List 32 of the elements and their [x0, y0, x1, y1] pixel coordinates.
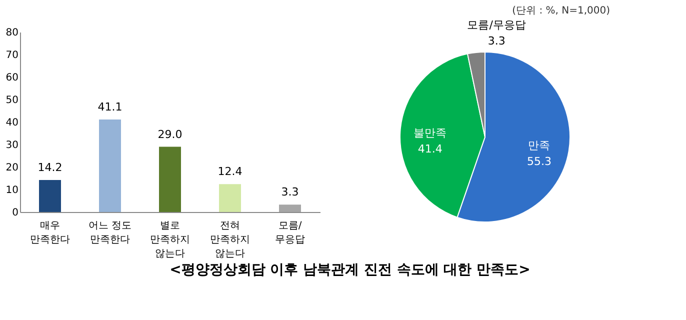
data-label: 55.3 — [526, 155, 552, 168]
bar — [99, 120, 121, 212]
slice-label: 만족 — [528, 139, 550, 152]
data-label: 41.4 — [418, 142, 442, 156]
x-tick-label: 어느 정도 만족한다 — [88, 220, 132, 246]
data-label: 14.2 — [38, 161, 62, 174]
x-tick-label: 모름/ 무응답 — [275, 220, 305, 246]
bar — [159, 146, 181, 212]
data-label: 3.3 — [281, 186, 299, 199]
text: <평양정상회담 이후 남북관계 진전 속도에 대한 만족도> — [170, 262, 530, 278]
y-tick-label: 80 — [6, 28, 18, 38]
slice-label: 불만족 — [414, 126, 447, 140]
slice-label: 모름/무응답 — [467, 18, 526, 32]
y-tick-label: 20 — [6, 162, 18, 174]
y-tick-label: 30 — [6, 140, 18, 151]
y-tick-label: 70 — [6, 50, 18, 61]
y-tick-label: 0 — [12, 208, 18, 218]
data-label: 41.1 — [98, 100, 122, 114]
y-tick-label: 10 — [6, 185, 18, 196]
bar — [39, 180, 61, 212]
bar — [279, 204, 301, 212]
y-tick-label: 60 — [6, 72, 18, 84]
y-tick-label: 50 — [6, 95, 18, 106]
text: (단위 : %, N=1,000) — [512, 6, 610, 17]
y-tick-label: 40 — [6, 118, 18, 128]
x-tick-label: 별로 만족하지 않는다 — [150, 220, 190, 260]
x-tick-label: 전혀 만족하지 않는다 — [210, 220, 250, 260]
data-label: 29.0 — [158, 128, 182, 141]
data-label: 3.3 — [488, 34, 506, 48]
x-tick-label: 매우 만족한다 — [30, 220, 70, 246]
data-label: 12.4 — [218, 165, 242, 178]
bar — [219, 184, 241, 212]
